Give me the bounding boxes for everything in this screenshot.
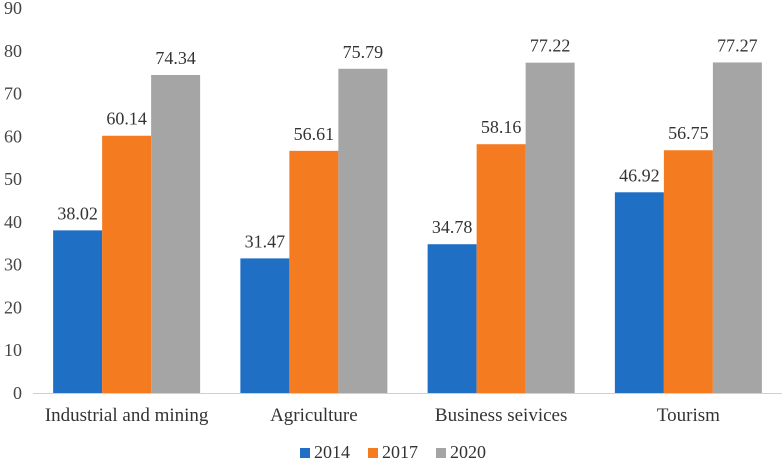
data-label: 46.92 bbox=[619, 165, 660, 185]
bar-2020-3 bbox=[712, 62, 762, 393]
y-tick-label: 80 bbox=[4, 41, 22, 61]
data-label: 75.79 bbox=[343, 42, 384, 62]
bar-2014-1 bbox=[240, 258, 290, 393]
bar-2017-3 bbox=[663, 150, 713, 393]
y-tick-label: 30 bbox=[4, 255, 22, 275]
data-label: 77.27 bbox=[717, 35, 758, 55]
legend-label: 2014 bbox=[314, 442, 350, 462]
bar-2014-2 bbox=[427, 244, 477, 393]
data-label: 58.16 bbox=[481, 117, 522, 137]
category-label: Tourism bbox=[657, 405, 720, 426]
data-label: 38.02 bbox=[57, 203, 98, 223]
legend-label: 2017 bbox=[382, 442, 418, 462]
y-tick-label: 20 bbox=[4, 297, 22, 317]
legend-label: 2020 bbox=[450, 442, 486, 462]
bar-2017-2 bbox=[476, 144, 526, 393]
legend: 2014 2017 2020 bbox=[300, 442, 486, 462]
bar-2014-0 bbox=[53, 230, 103, 393]
data-labels: 38.02 60.14 74.34 31.47 56.61 75.79 34.78 58.16… bbox=[57, 35, 757, 251]
bar-2017-1 bbox=[289, 150, 339, 393]
legend-swatch-2014 bbox=[300, 448, 310, 458]
data-label: 77.22 bbox=[530, 36, 571, 56]
legend-swatch-2017 bbox=[368, 448, 378, 458]
data-label: 56.61 bbox=[294, 124, 335, 144]
y-tick-label: 60 bbox=[4, 126, 22, 146]
bar-2014-3 bbox=[614, 192, 664, 393]
y-tick-label: 10 bbox=[4, 340, 22, 360]
y-tick-label: 70 bbox=[4, 84, 22, 104]
x-axis: Industrial and mining Agriculture Business… bbox=[45, 405, 720, 426]
y-tick-label: 50 bbox=[4, 169, 22, 189]
y-axis: 0 10 20 30 40 50 60 70 80 90 bbox=[4, 0, 22, 403]
category-label: Industrial and mining bbox=[45, 405, 209, 426]
bars bbox=[53, 62, 762, 394]
bar-2020-0 bbox=[151, 74, 201, 394]
category-label: Agriculture bbox=[270, 405, 358, 426]
category-label: Business seivices bbox=[435, 405, 567, 426]
data-label: 31.47 bbox=[245, 231, 286, 251]
bar-2020-2 bbox=[525, 62, 575, 394]
y-tick-label: 0 bbox=[13, 383, 22, 403]
data-label: 56.75 bbox=[668, 123, 709, 143]
data-label: 60.14 bbox=[106, 109, 147, 129]
y-tick-label: 90 bbox=[4, 0, 22, 18]
bar-2020-1 bbox=[338, 68, 388, 393]
y-tick-label: 40 bbox=[4, 212, 22, 232]
data-label: 34.78 bbox=[432, 217, 473, 237]
data-label: 74.34 bbox=[155, 48, 196, 68]
legend-swatch-2020 bbox=[436, 448, 446, 458]
bar-2017-0 bbox=[102, 135, 152, 394]
